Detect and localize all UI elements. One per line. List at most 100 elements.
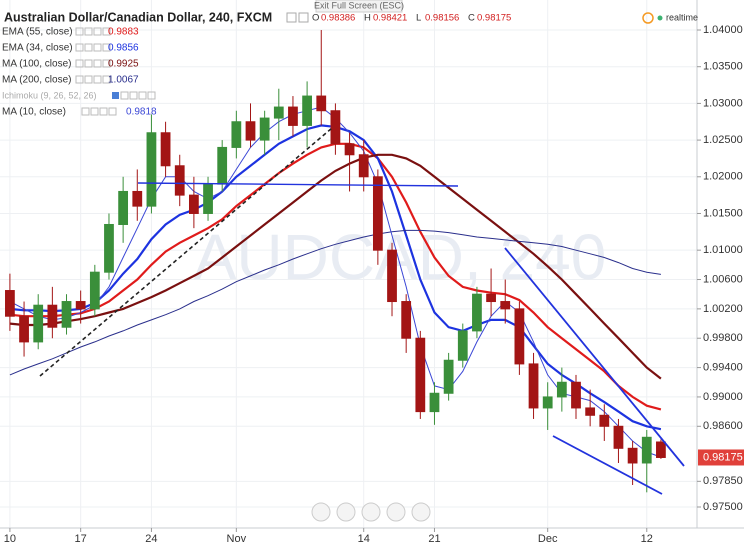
candle-body xyxy=(599,414,610,427)
candle-body xyxy=(288,106,298,126)
candle-body xyxy=(472,293,482,332)
ohlc-letter: H xyxy=(364,13,371,24)
candle-body xyxy=(19,315,29,343)
legend-name: EMA (34, close) xyxy=(2,43,73,54)
indicator-line xyxy=(9,153,662,380)
legend-icon[interactable] xyxy=(90,107,99,116)
icon[interactable] xyxy=(286,12,297,23)
legend-value: 0.9925 xyxy=(108,59,139,70)
candle-body xyxy=(344,143,355,156)
candle-body xyxy=(302,95,312,126)
chart-title: Australian Dollar/Canadian Dollar, 240, … xyxy=(4,10,272,24)
fullscreen-button[interactable] xyxy=(315,0,403,13)
legend-icon[interactable] xyxy=(93,59,102,68)
candle-body xyxy=(656,441,666,458)
legend-icon[interactable] xyxy=(75,27,84,36)
axes: 1.04000 1.03500 1.03000 1.02500 1.02000 1.015… xyxy=(4,24,744,545)
legend-icon[interactable] xyxy=(102,59,111,68)
x-tick-label: Nov xyxy=(227,533,247,545)
scroll-left[interactable] xyxy=(311,502,331,522)
candle-body xyxy=(203,183,213,214)
indicator-line xyxy=(9,229,661,376)
legend-name: MA (200, close) xyxy=(2,75,71,86)
ohlc-value: 0.98156 xyxy=(425,13,459,24)
x-tick-label: 21 xyxy=(428,533,440,545)
legend-icon[interactable] xyxy=(75,75,84,84)
legend-icon[interactable] xyxy=(75,59,84,68)
legend-icon[interactable] xyxy=(102,75,111,84)
status: realtime xyxy=(666,12,698,22)
legend-icon[interactable] xyxy=(93,75,102,84)
candle-body xyxy=(132,190,143,207)
candle-body xyxy=(118,190,129,225)
legend-icon[interactable] xyxy=(84,27,93,36)
y-tick-label: 0.97850 xyxy=(703,475,743,487)
candle-body xyxy=(401,301,412,339)
x-tick-label: 17 xyxy=(75,533,87,545)
ohlc-letter: C xyxy=(468,13,475,24)
candle-body xyxy=(613,425,624,449)
candle-body xyxy=(231,121,242,148)
legend-icon[interactable] xyxy=(84,43,93,52)
candle-body xyxy=(47,304,58,328)
candle-body xyxy=(330,110,341,145)
candle-body xyxy=(358,154,369,178)
candle-body xyxy=(188,194,199,214)
y-tick-label: 0.97500 xyxy=(703,501,743,513)
legend-name: Ichimoku (9, 26, 52, 26) xyxy=(2,90,97,100)
last-price-label: 0.98175 xyxy=(703,451,743,463)
legend-icon[interactable] xyxy=(112,92,119,99)
fullscreen-hint[interactable]: Exit Full Screen (ESC) xyxy=(314,0,404,10)
legend-icon[interactable] xyxy=(99,107,108,116)
legend-name: MA (10, close) xyxy=(2,107,66,118)
x-tick-label: 12 xyxy=(641,533,653,545)
legend-icon[interactable] xyxy=(147,91,156,100)
y-tick-label: 0.99000 xyxy=(703,391,743,403)
legend-icon[interactable] xyxy=(129,91,138,100)
legend-icon[interactable] xyxy=(120,91,129,100)
y-tick-label: 1.02000 xyxy=(703,171,743,183)
legend-icon[interactable] xyxy=(93,43,102,52)
candle-body xyxy=(528,363,539,409)
candle-body xyxy=(585,407,596,416)
y-tick-label: 0.99400 xyxy=(703,361,743,373)
candle-body xyxy=(457,330,468,361)
legend-icon[interactable] xyxy=(75,43,84,52)
legend-icon[interactable] xyxy=(81,107,90,116)
legend-icon[interactable] xyxy=(102,43,111,52)
legend-icon[interactable] xyxy=(108,107,117,116)
legend-icon[interactable] xyxy=(84,75,93,84)
y-tick-label: 1.01000 xyxy=(703,244,743,256)
reset[interactable] xyxy=(361,502,381,522)
legend-name: EMA (55, close) xyxy=(2,27,73,38)
legend-icon[interactable] xyxy=(102,27,111,36)
y-tick-label: 1.01500 xyxy=(703,207,743,219)
y-tick-label: 0.98600 xyxy=(703,420,743,432)
ohlc-value: 0.98386 xyxy=(321,13,355,24)
scroll-right[interactable] xyxy=(411,502,431,522)
ohlc-value: 0.98175 xyxy=(477,13,511,24)
legend-icon[interactable] xyxy=(138,91,147,100)
candle-body xyxy=(316,95,327,112)
trendline-upper xyxy=(504,247,685,467)
y-tick-label: 1.03000 xyxy=(703,97,743,109)
legend-icon[interactable] xyxy=(93,27,102,36)
candle-body xyxy=(89,271,100,310)
candle-body xyxy=(5,290,15,317)
candle-body xyxy=(146,132,157,207)
ohlc-letter: L xyxy=(416,13,421,24)
zoom-in[interactable] xyxy=(386,502,406,522)
candle-body xyxy=(429,392,440,413)
legend-value: 0.9818 xyxy=(126,107,157,118)
candle-body xyxy=(500,301,511,310)
legend-icon[interactable] xyxy=(84,59,93,68)
zoom-out[interactable] xyxy=(336,502,356,522)
candle-body xyxy=(542,396,553,409)
candle-body xyxy=(245,121,256,141)
icon[interactable] xyxy=(298,12,309,23)
candle-body xyxy=(415,337,426,413)
candle-body xyxy=(33,304,44,343)
title-icons xyxy=(286,12,309,23)
y-tick-label: 0.99800 xyxy=(703,332,743,344)
